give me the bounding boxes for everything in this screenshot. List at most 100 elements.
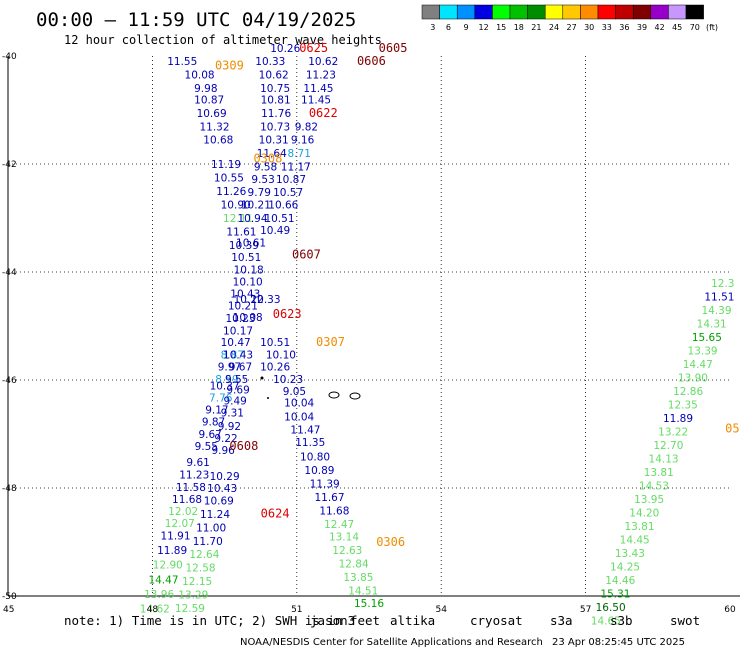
pass-time-label: 0624 bbox=[261, 506, 290, 520]
legend-bin-label: 15 bbox=[496, 23, 506, 32]
satellite-name: jason3 bbox=[310, 613, 355, 628]
swh-value: 11.45 bbox=[301, 95, 331, 107]
legend-swatch bbox=[527, 4, 546, 20]
swh-value: 15.65 bbox=[692, 332, 722, 344]
swh-value: 11.17 bbox=[281, 162, 311, 174]
swh-value: 10.80 bbox=[300, 452, 330, 464]
legend-bin-label: 12 bbox=[479, 23, 489, 32]
swh-value: 9.55 bbox=[195, 441, 218, 453]
swh-value: 9.92 bbox=[218, 421, 241, 433]
longitude-labels: 45 48 51 54 57 60 bbox=[3, 605, 736, 615]
swh-value: 10.37 bbox=[210, 380, 240, 392]
swh-value: 10.43 bbox=[207, 483, 237, 495]
swh-value: 14.20 bbox=[629, 507, 659, 519]
pass-time-label: 0622 bbox=[309, 106, 338, 120]
swh-value: 10.73 bbox=[260, 122, 290, 134]
swh-value: 12.70 bbox=[653, 440, 683, 452]
swh-value: 10.33 bbox=[255, 56, 285, 68]
swh-value: 13.90 bbox=[678, 372, 708, 384]
swh-value: 10.87 bbox=[276, 174, 306, 186]
swh-value: 9.22 bbox=[214, 433, 237, 445]
swh-value: 10.62 bbox=[259, 69, 289, 81]
swh-value: 12.02 bbox=[168, 506, 198, 518]
swh-value: 12.59 bbox=[175, 603, 205, 615]
swh-value: 10.31 bbox=[259, 135, 289, 147]
swh-value: 14.39 bbox=[701, 305, 731, 317]
legend-bin-label: 30 bbox=[584, 23, 594, 32]
swh-value: 10.43 bbox=[223, 350, 253, 362]
swh-value: 10.49 bbox=[260, 225, 290, 237]
swh-value: 10.10 bbox=[233, 277, 263, 289]
legend-swatch bbox=[668, 4, 687, 20]
legend-bin-label: 9 bbox=[463, 23, 468, 32]
swh-value: 11.89 bbox=[663, 413, 693, 425]
pass-time-label: 0606 bbox=[357, 54, 386, 68]
swh-value: 14.46 bbox=[605, 575, 635, 587]
swh-value: 12.84 bbox=[339, 559, 369, 571]
lat-tick-label: -46 bbox=[2, 376, 17, 386]
swh-value: 12.07 bbox=[165, 518, 195, 530]
swh-value: 14.25 bbox=[610, 561, 640, 573]
swh-value: 9.97 bbox=[218, 362, 241, 374]
swh-value: 9.96 bbox=[211, 445, 235, 457]
swh-value: 11.61 bbox=[226, 227, 256, 239]
swh-value: 9.87 bbox=[202, 417, 225, 429]
swh-value: 9.05 bbox=[283, 386, 306, 398]
legend-bin-label: 45 bbox=[672, 23, 682, 32]
map-frame bbox=[7, 56, 740, 597]
pass-time-label: 0607 bbox=[292, 248, 321, 262]
swh-value: 13.43 bbox=[615, 548, 645, 560]
swh-value: 13.29 bbox=[178, 589, 208, 601]
swh-value: 11.23 bbox=[306, 69, 336, 81]
swh-value: 15.31 bbox=[600, 588, 630, 600]
swh-value: 14.13 bbox=[649, 453, 679, 465]
swh-value: 11.51 bbox=[704, 291, 734, 303]
swh-value: 10.04 bbox=[284, 412, 314, 424]
swh-value: 11.47 bbox=[290, 425, 320, 437]
legend-bin-label: 36 bbox=[619, 23, 629, 32]
swh-value: 10.18 bbox=[234, 264, 264, 276]
swh-value: 13.81 bbox=[644, 467, 674, 479]
wave-height-legend: 3 6 9 12 15 18 21 24 27 30 33 36 39 42 45 70 bbox=[421, 4, 704, 32]
swh-value: 10.33 bbox=[250, 294, 280, 306]
legend-swatch bbox=[544, 4, 564, 20]
swh-value: 14.45 bbox=[620, 534, 650, 546]
swh-value: 9.55 bbox=[225, 374, 248, 386]
map-subtitle: 12 hour collection of altimeter wave hei… bbox=[64, 33, 382, 47]
swh-value: 14.62 bbox=[140, 603, 170, 615]
latitude-labels: -40 -42 -44 -46 -48 -50 bbox=[2, 52, 17, 602]
swh-value: 10.75 bbox=[260, 83, 290, 95]
swh-value: 9.58 bbox=[254, 162, 277, 174]
swh-value: 12.58 bbox=[186, 562, 216, 574]
legend-swatch bbox=[456, 4, 476, 20]
swh-value: 12.86 bbox=[673, 386, 703, 398]
legend-swatch bbox=[509, 4, 528, 20]
swh-value: 11.70 bbox=[193, 536, 223, 548]
swh-value: 9.61 bbox=[186, 457, 209, 469]
swh-value: 10.04 bbox=[284, 398, 314, 410]
swh-value: 15.16 bbox=[354, 598, 384, 610]
swh-value: 10.94 bbox=[237, 213, 267, 225]
pass-time-label: 0625 bbox=[299, 41, 328, 55]
lon-tick-label: 54 bbox=[435, 605, 447, 615]
swh-value: 10.51 bbox=[264, 213, 294, 225]
swh-value: 10.23 bbox=[225, 313, 255, 325]
lat-tick-label: -50 bbox=[2, 592, 17, 602]
lon-tick-label: 57 bbox=[580, 605, 591, 615]
pass-time-label: 0623 bbox=[273, 307, 302, 321]
swh-value: 10.90 bbox=[221, 200, 251, 212]
legend-bin-label: 24 bbox=[549, 23, 559, 32]
legend-bin-label: 18 bbox=[514, 23, 524, 32]
swh-value: 10.08 bbox=[185, 69, 215, 81]
swh-value: 10.08 bbox=[233, 312, 263, 324]
lat-tick-label: -42 bbox=[2, 160, 17, 170]
lat-tick-label: -44 bbox=[2, 268, 17, 278]
legend-bin-label: 70 bbox=[690, 23, 700, 32]
swh-value: 11.64 bbox=[257, 148, 287, 160]
swh-value: 10.69 bbox=[204, 495, 234, 507]
map-title: 00:00 – 11:59 UTC 04/19/2025 bbox=[36, 9, 356, 31]
swh-value: 14.65 bbox=[591, 615, 621, 627]
swh-value: 10.47 bbox=[221, 337, 251, 349]
swh-value: 10.51 bbox=[260, 337, 290, 349]
